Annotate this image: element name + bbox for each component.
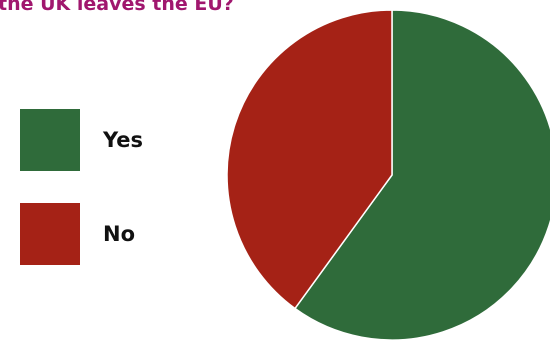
legend-swatch-yes (20, 109, 80, 171)
pie-slice-no (226, 9, 393, 310)
legend-label-yes: Yes (103, 128, 144, 152)
legend-swatch-no (20, 203, 80, 265)
legend-item-no: No (20, 203, 170, 265)
pie-slice-yes (294, 9, 550, 341)
legend-item-yes: Yes (20, 109, 170, 171)
legend-label-no: No (103, 222, 136, 246)
chart-title: the UK leaves the EU? (0, 0, 234, 15)
